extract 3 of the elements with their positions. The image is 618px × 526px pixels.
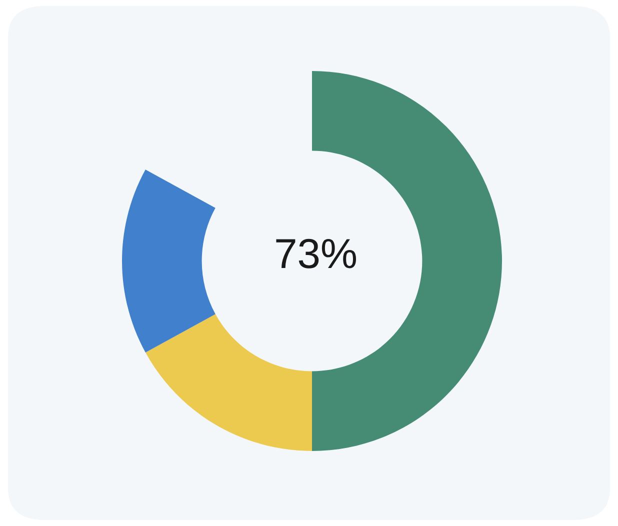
donut-slice [122, 169, 216, 353]
donut-slice [146, 314, 312, 451]
text: 73% [276, 238, 356, 268]
